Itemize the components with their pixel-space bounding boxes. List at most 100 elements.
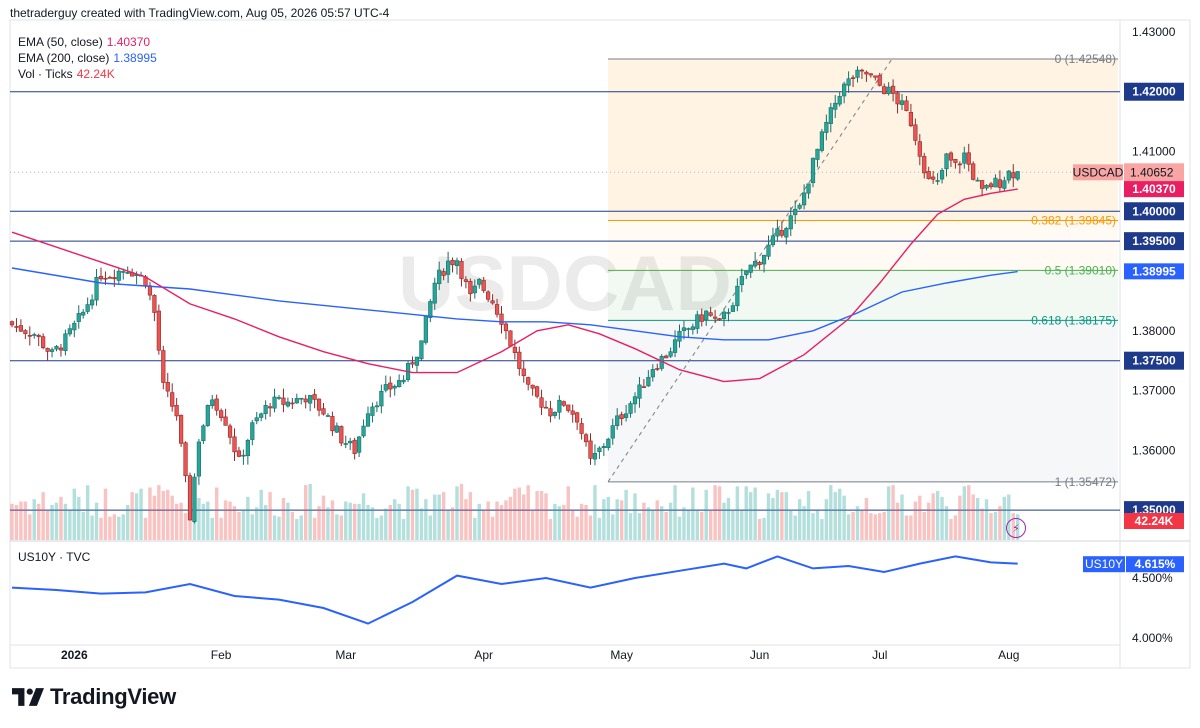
volume-bar (361, 493, 366, 540)
volume-bar (909, 515, 913, 540)
volume-bar (419, 508, 424, 540)
candle-body (583, 434, 589, 443)
candle-body (646, 377, 651, 387)
legend-volume[interactable]: Vol · Ticks 42.24K (18, 66, 115, 82)
volume-bar (317, 506, 321, 540)
candle-body (299, 397, 304, 400)
volume-bar (32, 499, 36, 540)
volume-bar (984, 499, 989, 540)
candle-body (917, 141, 922, 157)
candle-body (499, 313, 504, 325)
volume-bar (415, 488, 419, 540)
candle-body (85, 304, 90, 312)
ema50-line (11, 188, 1018, 383)
volume-bar (740, 510, 744, 540)
volume-bar (393, 499, 397, 540)
us10y-symbol-badge-label: US10Y (1085, 557, 1123, 571)
time-axis-label: Apr (474, 648, 493, 662)
volume-bar (579, 503, 584, 540)
volume-bar (953, 515, 958, 540)
legend-ema200-label: EMA (200, close) (18, 51, 110, 65)
candle-body (58, 347, 64, 351)
candle-body (864, 71, 869, 75)
candle-body (76, 313, 81, 322)
volume-bar (855, 506, 860, 540)
candle-body (939, 170, 945, 180)
volume-bar (308, 484, 312, 540)
candle-body (597, 447, 602, 453)
candle-body (592, 452, 598, 460)
candle-body (641, 386, 646, 388)
candle-body (370, 406, 375, 416)
candle-body (468, 281, 473, 295)
candle-body (401, 379, 406, 383)
volume-bar (143, 517, 148, 540)
volume-bar (611, 514, 615, 540)
price-tick-label: 1.41000 (1132, 144, 1176, 158)
candle-body (619, 414, 624, 419)
volume-bar (717, 486, 722, 540)
candle-body (276, 397, 282, 399)
candle-body (236, 450, 242, 457)
candle-body (712, 316, 718, 319)
volume-bar (682, 507, 686, 540)
us10y-value-badge-label: 4.615% (1135, 557, 1176, 571)
candle-body (650, 369, 655, 378)
volume-bar (28, 514, 32, 540)
volume-bar (45, 510, 50, 540)
volume-bar (731, 509, 735, 540)
volume-bar (557, 506, 562, 540)
legend-volume-value: 42.24K (76, 67, 115, 81)
volume-bar (464, 499, 468, 540)
volume-bar (842, 495, 846, 540)
fib-level-label: 1 (1.35472) (1055, 475, 1116, 489)
volume-bar (655, 500, 659, 540)
candle-body (437, 269, 442, 285)
candle-body (957, 163, 962, 166)
volume-bar (504, 500, 508, 540)
volume-bar (980, 508, 984, 540)
time-axis-label: Jul (872, 648, 887, 662)
candle-body (81, 311, 86, 316)
chart-canvas[interactable]: USDCAD1.420001.400001.395001.375001.3500… (0, 0, 1200, 680)
volume-bar (962, 486, 966, 540)
volume-bar (642, 502, 646, 540)
volume-bar (433, 494, 437, 540)
fib-trendline (607, 58, 893, 483)
lightning-icon[interactable]: ⚡ (1006, 518, 1026, 538)
candle-body (695, 314, 700, 329)
candle-body (165, 382, 170, 392)
candle-body (761, 254, 767, 265)
candle-body (170, 392, 175, 407)
candle-body (971, 163, 976, 180)
volume-bar (157, 485, 161, 540)
volume-bar (766, 493, 771, 540)
candle-body (454, 260, 460, 267)
candle-body (744, 270, 749, 275)
level-badge (1124, 232, 1184, 251)
volume-bar (326, 507, 330, 540)
volume-bar (459, 484, 464, 540)
volume-bar (535, 491, 539, 540)
candle-body (806, 183, 811, 194)
volume-bar (918, 495, 922, 540)
tradingview-logo[interactable]: TradingView (12, 684, 176, 710)
candle-body (686, 328, 691, 330)
candle-body (325, 415, 331, 417)
volume-bar (277, 516, 281, 540)
legend-us10y[interactable]: US10Y · TVC (18, 549, 90, 565)
volume-bar (344, 501, 348, 540)
volume-bar (526, 485, 530, 540)
candle-body (481, 280, 486, 291)
volume-bar (708, 509, 713, 540)
legend-ema200[interactable]: EMA (200, close) 1.38995 (18, 50, 157, 66)
volume-bar (14, 505, 19, 540)
candle-body (721, 311, 727, 319)
candle-body (267, 406, 273, 409)
legend-ema50[interactable]: EMA (50, close) 1.40370 (18, 34, 150, 50)
volume-bar (441, 492, 446, 540)
us10y-symbol-badge (1083, 556, 1125, 573)
candle-body (690, 326, 695, 330)
candle-body (9, 321, 15, 326)
watermark-symbol: USDCAD (398, 239, 732, 327)
